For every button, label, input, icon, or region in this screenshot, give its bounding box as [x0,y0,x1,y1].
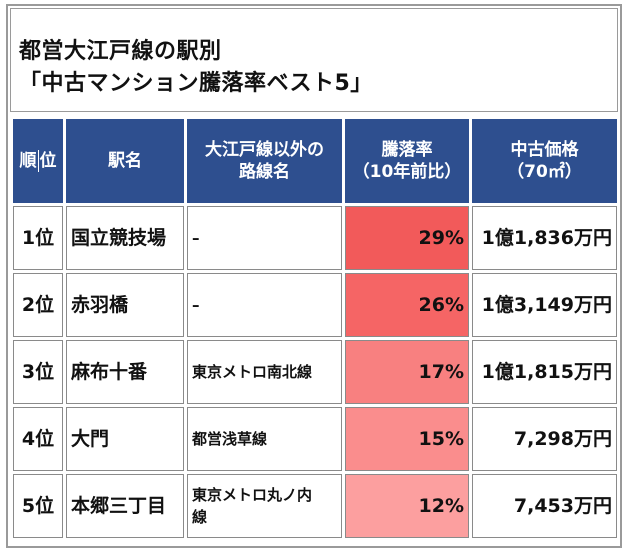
rate-cell: 17% [345,340,469,404]
title-box: 都営大江戸線の駅別 「中古マンション騰落率ベスト5」 [10,8,618,112]
station-cell: 麻布十番 [66,340,184,404]
price-cell: 1億3,149万円 [472,273,617,337]
table-row: 2位 赤羽橋 – 26% 1億3,149万円 [13,273,617,337]
ranking-panel: 都営大江戸線の駅別 「中古マンション騰落率ベスト5」 順位 駅名 大江戸線以外の… [6,4,622,548]
rank-cell: 2位 [13,273,63,337]
rank-cell: 3位 [13,340,63,404]
price-cell: 7,453万円 [472,474,617,538]
other-lines-cell: 東京メトロ丸ノ内 線 [187,474,342,538]
ranking-table: 順位 駅名 大江戸線以外の 路線名 騰落率 （10年前比） 中古価格 （70㎡） [10,116,620,541]
header-row: 順位 駅名 大江戸線以外の 路線名 騰落率 （10年前比） 中古価格 （70㎡） [13,119,617,203]
rate-cell: 29% [345,206,469,270]
other-lines-cell-line1: 東京メトロ丸ノ内 [192,486,313,504]
header-rate-line1: 騰落率 [381,140,433,160]
header-other-lines: 大江戸線以外の 路線名 [187,119,342,203]
station-cell: 赤羽橋 [66,273,184,337]
rate-cell: 15% [345,407,469,471]
other-lines-cell: – [187,273,342,337]
header-other-lines-line1: 大江戸線以外の [205,140,324,160]
rank-cell: 1位 [13,206,63,270]
header-rank-part1: 順 [19,151,37,171]
header-station: 駅名 [66,119,184,203]
other-lines-cell: 東京メトロ南北線 [187,340,342,404]
table-row: 1位 国立競技場 – 29% 1億1,836万円 [13,206,617,270]
title-line-1: 都営大江戸線の駅別 [19,39,222,64]
table-row: 4位 大門 都営浅草線 15% 7,298万円 [13,407,617,471]
header-price-line1: 中古価格 [510,140,579,160]
rate-cell: 26% [345,273,469,337]
header-rank: 順位 [13,119,63,203]
price-cell: 1億1,836万円 [472,206,617,270]
text-cursor-mark [37,150,39,172]
station-cell: 国立競技場 [66,206,184,270]
table-row: 3位 麻布十番 東京メトロ南北線 17% 1億1,815万円 [13,340,617,404]
header-price-line2: （70㎡） [507,162,582,182]
other-lines-cell: – [187,206,342,270]
header-other-lines-line2: 路線名 [239,162,290,182]
station-cell: 本郷三丁目 [66,474,184,538]
price-cell: 1億1,815万円 [472,340,617,404]
rate-cell: 12% [345,474,469,538]
header-rate: 騰落率 （10年前比） [345,119,469,203]
title-line-2: 「中古マンション騰落率ベスト5」 [19,71,373,96]
other-lines-cell: 都営浅草線 [187,407,342,471]
table-row: 5位 本郷三丁目 東京メトロ丸ノ内 線 12% 7,453万円 [13,474,617,538]
header-rate-line2: （10年前比） [352,162,462,182]
other-lines-cell-line2: 線 [192,508,208,526]
rank-cell: 5位 [13,474,63,538]
rank-cell: 4位 [13,407,63,471]
header-price: 中古価格 （70㎡） [472,119,617,203]
price-cell: 7,298万円 [472,407,617,471]
header-rank-part2: 位 [39,151,57,171]
station-cell: 大門 [66,407,184,471]
